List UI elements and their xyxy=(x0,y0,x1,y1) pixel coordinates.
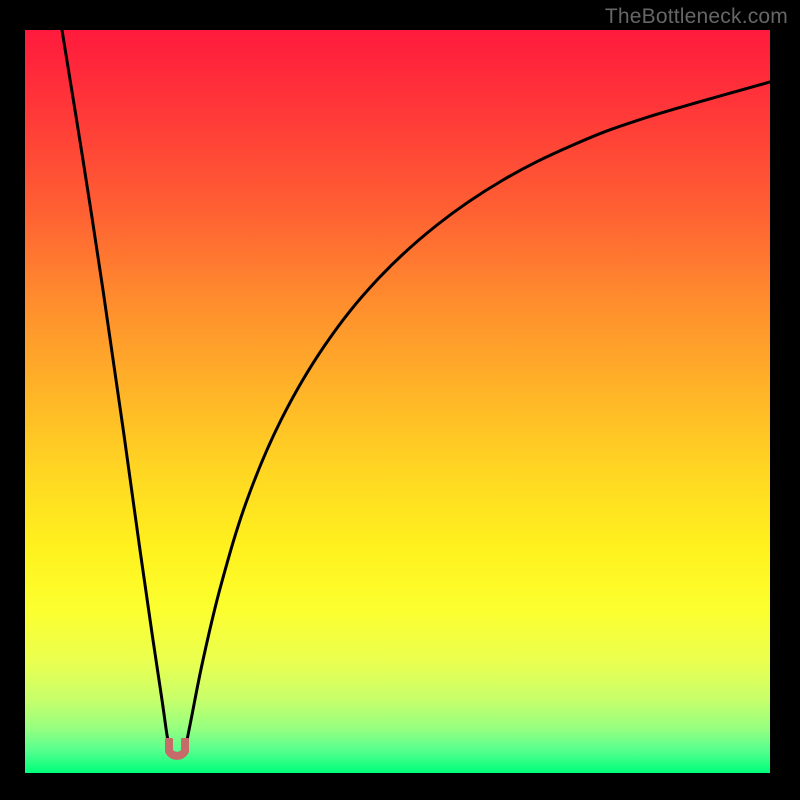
watermark-text: TheBottleneck.com xyxy=(605,5,788,29)
curve-left-descent xyxy=(62,30,170,750)
curve-right-ascent xyxy=(185,82,770,750)
plot-area xyxy=(25,30,770,773)
min-marker-shape xyxy=(165,738,189,762)
min-marker xyxy=(165,738,189,762)
curve-svg xyxy=(25,30,770,773)
frame: TheBottleneck.com xyxy=(0,0,800,800)
